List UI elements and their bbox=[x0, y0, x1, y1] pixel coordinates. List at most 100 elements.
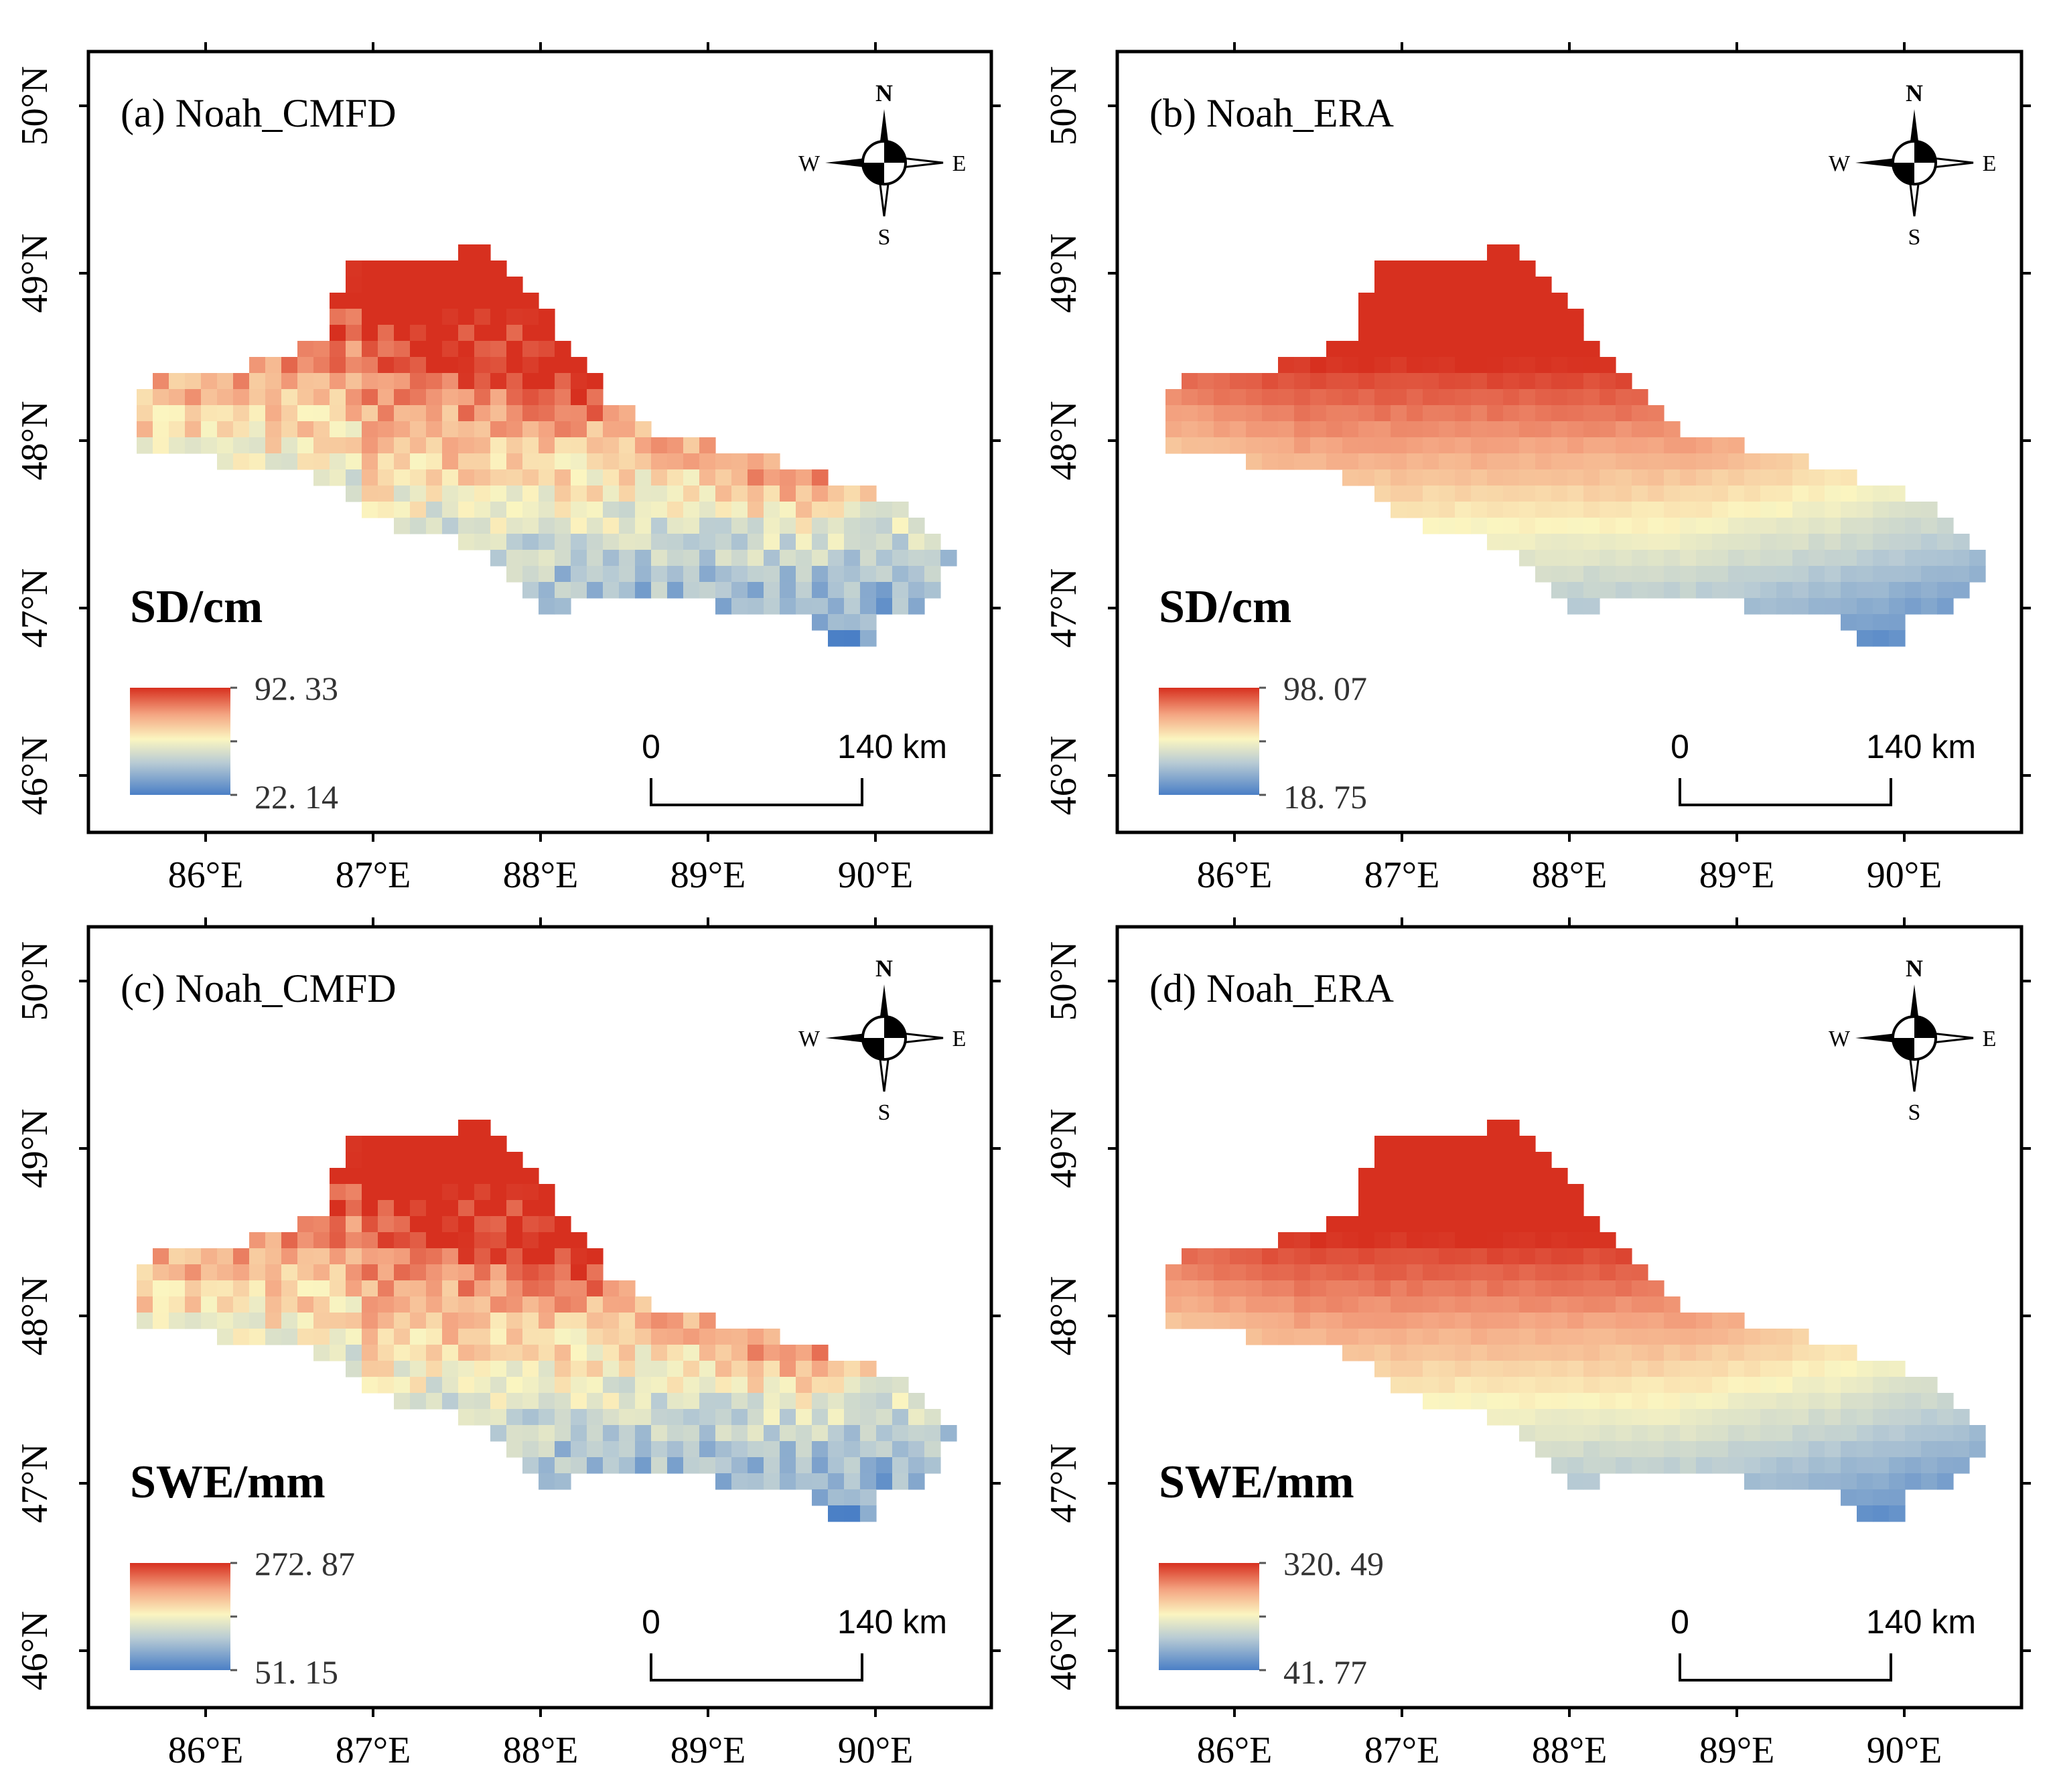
grid-cell bbox=[892, 550, 909, 567]
grid-cell bbox=[1551, 421, 1568, 438]
grid-cell bbox=[1262, 389, 1279, 406]
grid-cell bbox=[796, 469, 812, 486]
grid-cell bbox=[780, 1393, 796, 1410]
grid-cell bbox=[539, 437, 555, 454]
grid-cell bbox=[812, 534, 829, 550]
grid-cell bbox=[1391, 325, 1407, 342]
grid-cell bbox=[860, 598, 877, 615]
grid-cell bbox=[1583, 518, 1600, 534]
grid-cell bbox=[1535, 566, 1552, 583]
map-panel-b: 86°E 87°E 88°E 89°E 90°E46°N47°N48°N49°N50°N… bbox=[1043, 42, 2031, 896]
grid-cell bbox=[506, 1313, 523, 1329]
grid-cell bbox=[1358, 1184, 1375, 1201]
grid-cell bbox=[1342, 405, 1359, 422]
grid-cell bbox=[1503, 1168, 1520, 1185]
grid-cell bbox=[1374, 469, 1391, 486]
grid-cell bbox=[1423, 1345, 1439, 1361]
grid-cell bbox=[1664, 1425, 1681, 1442]
grid-cell bbox=[699, 550, 716, 567]
grid-cell bbox=[667, 566, 684, 583]
grid-cell bbox=[346, 1200, 362, 1217]
grid-cell bbox=[1503, 1329, 1520, 1345]
grid-cell bbox=[410, 1136, 427, 1152]
grid-cell bbox=[330, 1264, 346, 1281]
grid-cell bbox=[812, 1441, 829, 1458]
grid-cell bbox=[474, 453, 491, 470]
lon-tick-label: 88°E bbox=[503, 1730, 579, 1771]
grid-cell bbox=[1841, 1345, 1857, 1361]
grid-cell bbox=[458, 1120, 475, 1136]
grid-cell bbox=[330, 1345, 346, 1361]
grid-cell bbox=[506, 405, 523, 422]
grid-cell bbox=[860, 1377, 877, 1394]
grid-cell bbox=[1374, 1136, 1391, 1152]
grid-cell bbox=[1857, 1489, 1873, 1506]
grid-cell bbox=[522, 1345, 539, 1361]
grid-cell bbox=[603, 1457, 620, 1474]
grid-cell bbox=[1873, 1457, 1890, 1474]
grid-cell bbox=[619, 518, 636, 534]
grid-cell bbox=[1567, 325, 1584, 342]
grid-cell bbox=[1551, 534, 1568, 550]
grid-cell bbox=[1937, 1441, 1954, 1458]
grid-cell bbox=[539, 598, 555, 615]
grid-cell bbox=[635, 1441, 652, 1458]
grid-cell bbox=[330, 421, 346, 438]
lon-tick-label: 87°E bbox=[1364, 854, 1440, 896]
grid-cell bbox=[394, 325, 411, 342]
grid-cell bbox=[522, 1216, 539, 1233]
grid-cell bbox=[715, 534, 732, 550]
grid-cell bbox=[587, 1264, 604, 1281]
scale-bar-start-label: 0 bbox=[642, 1603, 660, 1641]
grid-cell bbox=[731, 1457, 748, 1474]
grid-cell bbox=[667, 1313, 684, 1329]
grid-cell bbox=[201, 1296, 218, 1313]
grid-cell bbox=[571, 1296, 587, 1313]
grid-cell bbox=[683, 1345, 700, 1361]
grid-cell bbox=[1841, 502, 1857, 518]
grid-cell bbox=[442, 1232, 459, 1249]
grid-cell bbox=[1583, 469, 1600, 486]
grid-cell bbox=[1616, 582, 1632, 599]
grid-cell bbox=[1873, 1377, 1890, 1394]
grid-cell bbox=[764, 1393, 780, 1410]
grid-cell bbox=[426, 1184, 443, 1201]
grid-cell bbox=[860, 1361, 877, 1377]
grid-cell bbox=[1407, 1184, 1423, 1201]
grid-cell bbox=[1214, 437, 1230, 454]
grid-cell bbox=[1600, 1280, 1616, 1297]
grid-cell bbox=[1696, 1441, 1713, 1458]
grid-cell bbox=[539, 309, 555, 325]
grid-cell bbox=[651, 1361, 668, 1377]
grid-cell bbox=[362, 1216, 378, 1233]
grid-cell bbox=[1728, 1345, 1745, 1361]
grid-cell bbox=[1326, 1232, 1343, 1249]
grid-cell bbox=[1551, 1168, 1568, 1185]
grid-cell bbox=[1632, 437, 1648, 454]
grid-cell bbox=[474, 518, 491, 534]
grid-cell bbox=[1680, 582, 1697, 599]
grid-cell bbox=[1792, 518, 1809, 534]
grid-cell bbox=[1632, 1264, 1648, 1281]
grid-cell bbox=[265, 1248, 282, 1265]
grid-cell bbox=[394, 1313, 411, 1329]
grid-cell bbox=[828, 486, 845, 502]
lon-tick-label: 88°E bbox=[1532, 854, 1608, 896]
grid-cell bbox=[1551, 405, 1568, 422]
grid-cell bbox=[506, 502, 523, 518]
grid-cell bbox=[1841, 614, 1857, 631]
grid-cell bbox=[1969, 1441, 1986, 1458]
grid-cell bbox=[490, 421, 507, 438]
grid-cell bbox=[394, 1248, 411, 1265]
grid-cell bbox=[490, 1184, 507, 1201]
grid-cell bbox=[1825, 1409, 1841, 1426]
grid-cell bbox=[506, 357, 523, 374]
grid-cell bbox=[1680, 469, 1697, 486]
grid-cell bbox=[1873, 550, 1890, 567]
grid-cell bbox=[1744, 518, 1761, 534]
grid-cell bbox=[1519, 1232, 1536, 1249]
grid-cell bbox=[1583, 373, 1600, 390]
grid-cell bbox=[1278, 453, 1295, 470]
grid-cell bbox=[1423, 469, 1439, 486]
grid-cell bbox=[1503, 1264, 1520, 1281]
